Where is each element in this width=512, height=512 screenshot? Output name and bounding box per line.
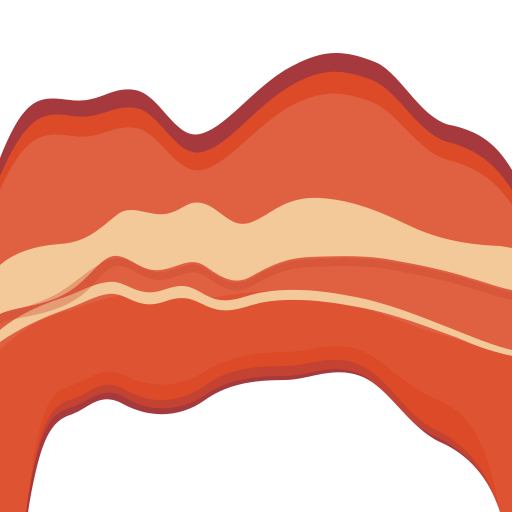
- bacon-fat-streak: [0, 197, 512, 314]
- bacon-fat-thin-streak: [0, 281, 512, 356]
- bacon-lower-meat: [0, 291, 512, 512]
